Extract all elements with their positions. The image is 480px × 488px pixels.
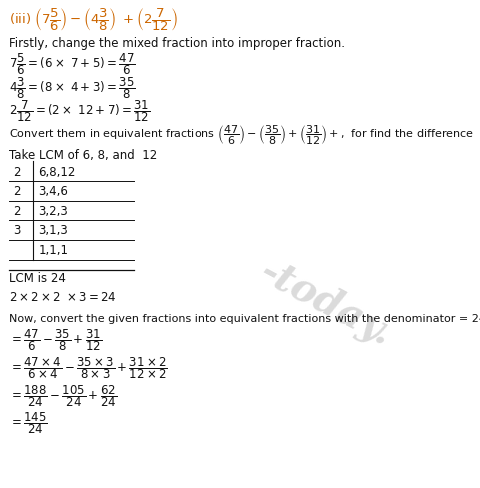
Text: $2\dfrac{7}{12} = (2\times\ 12 + 7) =\dfrac{31}{12}$: $2\dfrac{7}{12} = (2\times\ 12 + 7) =\df… [9, 99, 150, 124]
Text: -today.: -today. [254, 252, 399, 353]
Text: $4\dfrac{3}{8} = (8\times\ 4 + 3) =\dfrac{35}{8}$: $4\dfrac{3}{8} = (8\times\ 4 + 3) =\dfra… [9, 75, 135, 101]
Text: 1,1,1: 1,1,1 [38, 244, 69, 256]
Text: LCM is 24: LCM is 24 [9, 272, 65, 285]
Text: 3,2,3: 3,2,3 [38, 204, 68, 217]
Text: 2: 2 [13, 165, 21, 178]
Text: 2: 2 [13, 204, 21, 217]
Text: $2 \times 2 \times 2\ \times 3 = 24$: $2 \times 2 \times 2\ \times 3 = 24$ [9, 290, 116, 303]
Text: $=\dfrac{47}{6} - \dfrac{35}{8} +\dfrac{31}{12}$: $=\dfrac{47}{6} - \dfrac{35}{8} +\dfrac{… [9, 326, 102, 352]
Text: (iii) $\left(7\dfrac{5}{6}\right)-\left(4\dfrac{3}{8}\right)\ +\left(2\dfrac{7}{: (iii) $\left(7\dfrac{5}{6}\right)-\left(… [9, 6, 177, 33]
Text: $= \dfrac{145}{24}$: $= \dfrac{145}{24}$ [9, 409, 48, 435]
Text: $= \dfrac{47\times4}{6\times4} - \dfrac{35\times3}{8\times3} + \dfrac{31\times2}: $= \dfrac{47\times4}{6\times4} - \dfrac{… [9, 354, 168, 380]
Text: 3,4,6: 3,4,6 [38, 185, 68, 198]
Text: 6,8,12: 6,8,12 [38, 165, 76, 178]
Text: 3: 3 [13, 224, 21, 237]
Text: Take LCM of 6, 8, and  12: Take LCM of 6, 8, and 12 [9, 149, 157, 162]
Text: 3,1,3: 3,1,3 [38, 224, 68, 237]
Text: Now, convert the given fractions into equivalent fractions with the denominator : Now, convert the given fractions into eq… [9, 313, 480, 323]
Text: Convert them in equivalent fractions $\left(\dfrac{47}{6}\right)-\left(\dfrac{35: Convert them in equivalent fractions $\l… [9, 123, 474, 146]
Text: $= \dfrac{188}{24} - \dfrac{105}{24} +\dfrac{62}{24}$: $= \dfrac{188}{24} - \dfrac{105}{24} +\d… [9, 383, 117, 408]
Text: Firstly, change the mixed fraction into improper fraction.: Firstly, change the mixed fraction into … [9, 37, 345, 49]
Text: 2: 2 [13, 185, 21, 198]
Text: $7\dfrac{5}{6} = (6\times\ 7 + 5) =\dfrac{47}{6}$: $7\dfrac{5}{6} = (6\times\ 7 + 5) =\dfra… [9, 52, 135, 77]
